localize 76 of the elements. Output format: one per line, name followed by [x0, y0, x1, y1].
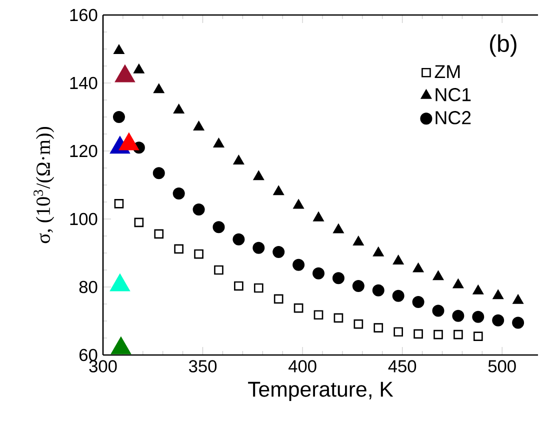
- y-tick-label: 160: [70, 8, 98, 22]
- point: [374, 323, 384, 332]
- point: [454, 330, 463, 340]
- point: [154, 84, 164, 94]
- x-tick-label: 450: [388, 360, 416, 372]
- point: [373, 246, 384, 256]
- point: [312, 267, 325, 280]
- legend-label: NC2: [436, 111, 471, 124]
- point: [253, 170, 264, 180]
- x-axis-title: Temperature, K: [248, 382, 394, 402]
- point: [452, 278, 464, 288]
- point: [372, 284, 384, 296]
- point: [434, 330, 443, 340]
- point: [492, 314, 504, 326]
- point: [252, 242, 265, 254]
- point: [115, 64, 135, 82]
- y-tick-label: 140: [70, 76, 98, 90]
- point: [174, 244, 184, 254]
- point: [232, 233, 245, 246]
- point: [332, 272, 344, 284]
- y-tick-label: 100: [70, 212, 98, 226]
- point: [272, 246, 285, 258]
- point: [412, 296, 424, 308]
- point: [293, 199, 304, 209]
- x-tick-label: 300: [89, 360, 117, 372]
- legend-label: ZM: [434, 65, 460, 78]
- point: [134, 218, 144, 228]
- point: [292, 258, 305, 271]
- point: [192, 203, 205, 216]
- point: [473, 332, 483, 341]
- point: [294, 303, 304, 313]
- point: [452, 310, 464, 322]
- point: [432, 270, 444, 280]
- x-tick-label: 500: [488, 360, 516, 372]
- point: [112, 110, 125, 123]
- point: [414, 329, 423, 339]
- x-tick-label: 400: [288, 360, 316, 372]
- point: [334, 313, 344, 323]
- y-tick-label: 80: [79, 280, 98, 294]
- point: [394, 327, 403, 337]
- point: [214, 265, 224, 275]
- point: [274, 294, 284, 304]
- point: [154, 229, 164, 239]
- point: [313, 212, 324, 222]
- point: [134, 64, 144, 74]
- point: [352, 280, 364, 292]
- y-tick-label: 120: [70, 144, 98, 158]
- y-tick-label: 60: [79, 348, 98, 362]
- point: [114, 199, 124, 208]
- x-tick-label: 350: [188, 360, 217, 372]
- point: [273, 186, 284, 196]
- point: [472, 285, 484, 294]
- point: [254, 283, 264, 293]
- point: [354, 319, 364, 329]
- point: [174, 104, 184, 114]
- point: [212, 221, 225, 234]
- y-axis-title: σ, (10$^{3}$/(Ω·m)): [34, 127, 54, 244]
- point: [194, 249, 204, 259]
- point: [333, 224, 344, 234]
- point: [393, 255, 404, 264]
- point: [233, 155, 244, 165]
- point: [492, 290, 504, 300]
- point: [314, 310, 324, 320]
- point: [472, 310, 484, 323]
- legend-label: NC1: [436, 88, 471, 102]
- point: [432, 304, 444, 317]
- point: [114, 44, 124, 54]
- point: [353, 236, 364, 246]
- annotation: (b): [490, 34, 516, 57]
- point: [213, 138, 224, 148]
- point: [193, 121, 204, 131]
- point: [412, 262, 424, 272]
- point: [172, 187, 185, 200]
- point: [234, 281, 244, 291]
- point: [392, 290, 404, 302]
- point: [152, 167, 165, 180]
